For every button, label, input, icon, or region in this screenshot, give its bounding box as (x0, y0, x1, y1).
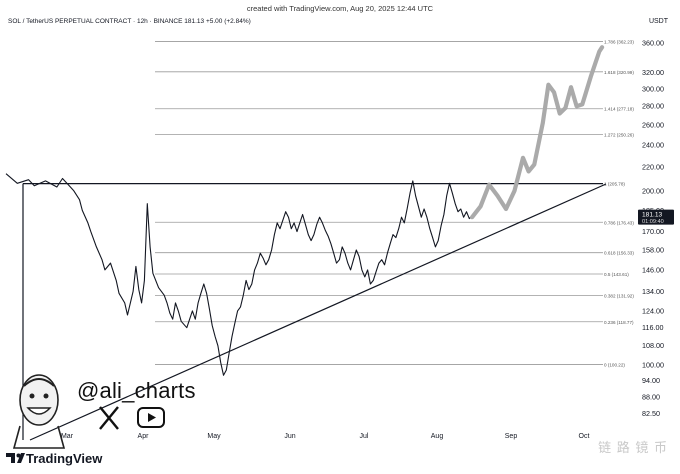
price-tick-label: 320.00 (642, 68, 664, 77)
series-layer (5, 45, 605, 376)
fib-level-label: 0.5 (143.61) (604, 272, 629, 277)
avatar-caricature (12, 374, 66, 449)
time-tick-label: Jul (360, 433, 369, 440)
last-price-label: 181.13 (642, 212, 663, 219)
fib-level-label: 1 (205.78) (604, 182, 625, 187)
support-trendline (29, 183, 607, 441)
fib-level-label: 1.618 (320.99) (604, 70, 634, 75)
time-tick-label: Jun (284, 433, 295, 440)
last-price-badge (638, 209, 674, 225)
fib-level-label: 0.236 (118.77) (604, 320, 634, 325)
time-tick-label: Mar (61, 433, 74, 440)
price-tick-label: 240.00 (642, 140, 664, 149)
time-tick-label: Apr (138, 433, 150, 440)
price-tick-label: 146.00 (642, 265, 664, 274)
x-logo-icon[interactable] (99, 406, 119, 430)
fib-level-label: 1.414 (277.18) (604, 107, 634, 112)
credit-line: created with TradingView.com, Aug 20, 20… (246, 4, 434, 13)
projection-path (470, 45, 605, 220)
price-tick-label: 124.00 (642, 306, 664, 315)
price-tick-label: 134.00 (642, 287, 664, 296)
fib-level-label: 0.618 (156.33) (604, 251, 634, 256)
price-tick-label: 116.00 (642, 323, 663, 332)
watermark-text: 链 路 镜 币 (598, 440, 668, 455)
price-tick-label: 220.00 (642, 162, 664, 171)
fib-level-label: 0.382 (131.92) (604, 293, 634, 298)
price-tick-label: 170.00 (642, 227, 664, 236)
time-tick-label: Oct (579, 433, 590, 440)
symbol-info: SOL / TetherUS PERPETUAL CONTRACT · 12h … (8, 18, 251, 25)
price-tick-label: 82.50 (642, 409, 660, 418)
price-tick-label: 94.00 (642, 376, 660, 385)
price-axis: 82.50 88.00 94.00 100.00 108.00 116.00 124.00 1… (638, 39, 674, 418)
price-series-line (5, 173, 473, 376)
author-handle[interactable]: @ali_charts (77, 378, 196, 403)
fib-level-label: 1.786 (362.23) (604, 39, 634, 44)
fib-level-label: 0.786 (176.43) (604, 220, 634, 225)
time-axis: Mar Apr May Jun Jul Aug Sep Oct (61, 433, 590, 440)
time-tick-label: May (207, 433, 221, 440)
price-tick-label: 260.00 (642, 120, 664, 129)
price-tick-label: 280.00 (642, 102, 664, 111)
currency-label: USDT (648, 18, 668, 25)
tradingview-brand[interactable]: TradingView (26, 451, 103, 466)
price-tick-label: 300.00 (642, 84, 664, 93)
price-tick-label: 108.00 (642, 341, 664, 350)
fib-level-label: 1.272 (250.26) (604, 132, 634, 137)
youtube-icon[interactable] (137, 407, 165, 428)
fib-level-label: 0 (100.22) (604, 362, 625, 367)
time-tick-label: Sep (505, 433, 518, 440)
price-tick-label: 100.00 (642, 361, 664, 370)
time-tick-label: Aug (431, 433, 444, 440)
price-tick-label: 200.00 (642, 186, 664, 195)
countdown-label: 01:09:40 (642, 219, 664, 225)
price-tick-label: 158.00 (642, 246, 664, 255)
price-tick-label: 360.00 (642, 39, 664, 48)
price-tick-label: 88.00 (642, 393, 660, 402)
tradingview-logo-icon (6, 453, 25, 463)
